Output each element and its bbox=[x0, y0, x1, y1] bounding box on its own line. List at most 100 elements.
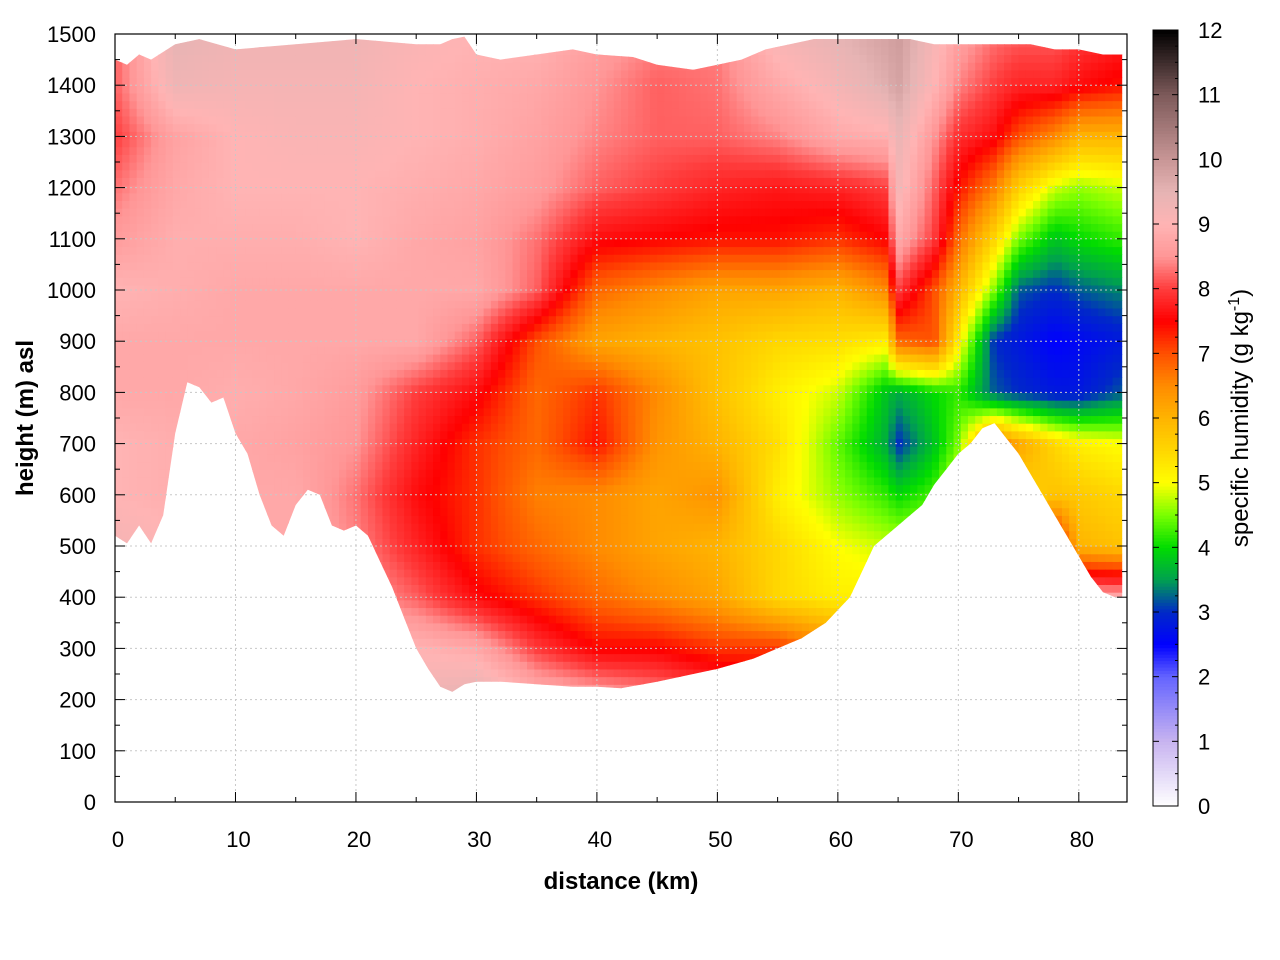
field-cell bbox=[266, 453, 275, 463]
field-cell bbox=[433, 315, 441, 324]
field-cell bbox=[187, 231, 196, 240]
field-cell bbox=[266, 461, 275, 470]
field-cell bbox=[461, 446, 470, 455]
field-cell bbox=[136, 515, 145, 524]
field-cell bbox=[230, 315, 239, 324]
field-cell bbox=[360, 476, 369, 486]
field-cell bbox=[498, 615, 506, 624]
field-cell bbox=[223, 261, 232, 271]
field-cell bbox=[180, 238, 188, 248]
field-cell bbox=[519, 661, 528, 670]
field-cell bbox=[519, 269, 528, 278]
field-cell bbox=[433, 522, 441, 532]
field-cell bbox=[440, 254, 449, 263]
field-cell bbox=[274, 330, 282, 340]
field-cell bbox=[375, 85, 384, 94]
field-cell bbox=[454, 169, 463, 178]
field-cell bbox=[324, 85, 333, 94]
field-cell bbox=[302, 446, 311, 455]
field-cell bbox=[425, 146, 434, 155]
field-cell bbox=[216, 392, 225, 401]
field-cell bbox=[527, 599, 535, 609]
field-cell bbox=[187, 361, 196, 370]
field-cell bbox=[237, 85, 246, 94]
field-cell bbox=[418, 492, 427, 501]
field-cell bbox=[122, 538, 131, 547]
field-cell bbox=[382, 538, 391, 547]
field-cell bbox=[389, 269, 398, 278]
field-cell bbox=[136, 69, 145, 79]
field-cell bbox=[469, 599, 478, 609]
field-cell bbox=[230, 154, 239, 163]
field-cell bbox=[454, 415, 463, 424]
field-cell bbox=[151, 100, 159, 109]
field-cell bbox=[440, 92, 449, 102]
field-cell bbox=[194, 85, 203, 94]
field-cell bbox=[490, 146, 499, 155]
field-cell bbox=[252, 284, 261, 294]
field-cell bbox=[360, 446, 369, 455]
field-cell bbox=[346, 115, 355, 125]
field-cell bbox=[396, 499, 405, 509]
field-cell bbox=[216, 384, 225, 393]
field-cell bbox=[353, 69, 362, 79]
field-cell bbox=[411, 238, 420, 248]
field-cell bbox=[172, 77, 181, 86]
field-cell bbox=[223, 277, 232, 286]
field-cell bbox=[245, 246, 253, 255]
field-cell bbox=[122, 115, 131, 125]
field-cell bbox=[266, 77, 275, 86]
field-cell bbox=[368, 92, 376, 102]
field-cell bbox=[368, 123, 376, 132]
field-cell bbox=[483, 315, 492, 324]
field-cell bbox=[411, 630, 420, 639]
field-cell bbox=[461, 208, 470, 217]
field-cell bbox=[310, 39, 318, 48]
field-cell bbox=[115, 430, 123, 440]
field-cell bbox=[310, 115, 318, 125]
field-cell bbox=[447, 423, 456, 432]
field-cell bbox=[201, 300, 210, 309]
field-cell bbox=[360, 200, 369, 209]
field-cell bbox=[375, 315, 384, 324]
field-cell bbox=[469, 330, 478, 340]
field-cell bbox=[324, 346, 333, 355]
field-cell bbox=[440, 461, 449, 470]
field-cell bbox=[498, 292, 506, 301]
field-cell bbox=[165, 131, 174, 140]
field-cell bbox=[389, 85, 398, 94]
field-cell bbox=[281, 54, 290, 63]
field-cell bbox=[454, 499, 463, 509]
field-cell bbox=[527, 546, 535, 555]
field-cell bbox=[324, 446, 333, 455]
field-cell bbox=[172, 369, 181, 378]
field-cell bbox=[302, 315, 311, 324]
field-cell bbox=[396, 300, 405, 309]
field-cell bbox=[353, 369, 362, 378]
field-cell bbox=[519, 553, 528, 562]
field-cell bbox=[447, 653, 456, 662]
field-cell bbox=[418, 46, 427, 56]
field-cell bbox=[382, 377, 391, 386]
field-cell bbox=[237, 131, 246, 140]
field-cell bbox=[136, 400, 145, 409]
field-cell bbox=[331, 430, 340, 440]
field-cell bbox=[447, 162, 456, 171]
field-cell bbox=[498, 284, 506, 294]
field-cell bbox=[483, 546, 492, 555]
field-cell bbox=[512, 162, 521, 171]
field-cell bbox=[418, 553, 427, 562]
field-cell bbox=[483, 507, 492, 516]
field-cell bbox=[295, 261, 304, 271]
field-cell bbox=[237, 438, 246, 447]
field-cell bbox=[425, 569, 434, 578]
field-cell bbox=[259, 277, 268, 286]
field-cell bbox=[310, 346, 318, 355]
field-cell bbox=[505, 469, 514, 478]
field-cell bbox=[411, 607, 420, 616]
field-cell bbox=[165, 254, 174, 263]
field-cell bbox=[353, 277, 362, 286]
field-cell bbox=[201, 292, 210, 301]
field-cell bbox=[180, 277, 188, 286]
field-cell bbox=[461, 430, 470, 440]
